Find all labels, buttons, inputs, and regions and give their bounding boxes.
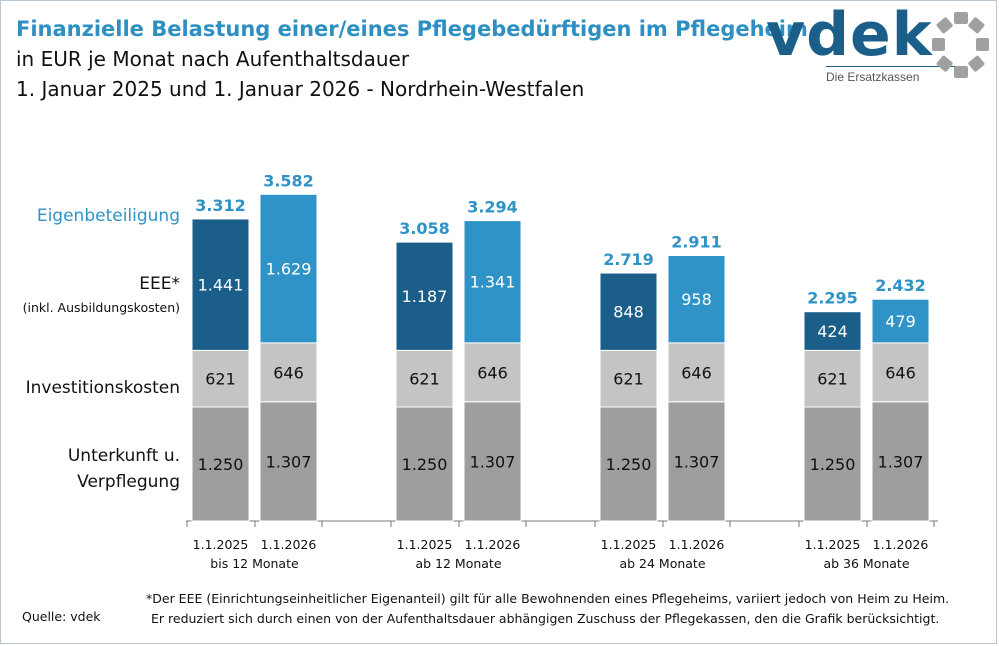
bar-value-label: 1.307 — [878, 452, 924, 471]
row-label-unterkunft-1: Unterkunft u. — [68, 446, 180, 466]
logo-underline — [826, 66, 956, 67]
footnote-line-1: *Der EEE (Einrichtungseinheitlicher Eige… — [146, 591, 950, 606]
footnote-line-2: Er reduziert sich durch einen von der Au… — [151, 611, 940, 626]
x-tick-date-label: 1.1.2025 — [805, 537, 861, 552]
x-tick-date-label: 1.1.2026 — [669, 537, 725, 552]
bar-segment-2-5 — [599, 349, 658, 408]
footnote: *Der EEE (Einrichtungseinheitlicher Eige… — [146, 589, 949, 629]
x-group-label: ab 12 Monate — [415, 556, 501, 571]
bar-segment-1-4 — [463, 401, 522, 522]
bar-value-label: 621 — [205, 370, 236, 389]
total-value-label: 2.432 — [875, 276, 926, 295]
bar-value-label: 1.250 — [402, 455, 448, 474]
bar-value-label: 1.441 — [198, 276, 244, 295]
bar-segment-1-6 — [667, 401, 726, 522]
bar-segment-3-6 — [667, 255, 726, 344]
logo-wordmark: vdek — [766, 0, 933, 70]
bar-segment-3-8 — [871, 298, 930, 344]
total-value-label: 2.911 — [671, 233, 722, 252]
total-value-label: 3.312 — [195, 196, 246, 215]
bar-segment-3-7 — [803, 311, 862, 351]
row-label-unterkunft-2: Verpflegung — [77, 472, 180, 492]
vdek-logo: vdek Die Ersatzkassen — [760, 0, 990, 90]
bar-value-label: 1.250 — [810, 455, 856, 474]
bar-segment-3-1 — [191, 218, 250, 351]
total-value-label: 3.294 — [467, 198, 518, 217]
bar-value-label: 1.187 — [402, 287, 448, 306]
bar-segment-3-5 — [599, 272, 658, 351]
bar-value-label: 646 — [477, 363, 508, 382]
bar-value-label: 1.307 — [674, 452, 720, 471]
bar-segment-3-3 — [395, 241, 454, 351]
bar-value-label: 1.341 — [470, 273, 516, 292]
bar-segment-1-7 — [803, 406, 862, 522]
x-group-label: ab 36 Monate — [823, 556, 909, 571]
x-group-label: ab 24 Monate — [619, 556, 705, 571]
bar-value-label: 479 — [885, 312, 916, 331]
x-tick-date-label: 1.1.2025 — [193, 537, 249, 552]
bar-segment-1-8 — [871, 401, 930, 522]
bar-value-label: 1.307 — [266, 452, 312, 471]
row-label-eigenbeteiligung: Eigenbeteiligung — [37, 206, 180, 226]
x-group-label: bis 12 Monate — [210, 556, 299, 571]
total-value-label: 2.295 — [807, 289, 858, 308]
total-value-label: 2.719 — [603, 250, 654, 269]
bar-segment-2-6 — [667, 342, 726, 403]
bar-value-label: 621 — [817, 370, 848, 389]
logo-ring-icon — [932, 12, 989, 78]
bar-segment-2-3 — [395, 349, 454, 408]
x-tick-date-label: 1.1.2026 — [261, 537, 317, 552]
bar-value-label: 621 — [613, 370, 644, 389]
x-tick-date-label: 1.1.2026 — [873, 537, 929, 552]
row-label-eee-sub: (inkl. Ausbildungskosten) — [23, 300, 180, 315]
chart-subtitle: in EUR je Monat nach Aufenthaltsdauer — [16, 47, 410, 71]
total-value-label: 3.582 — [263, 171, 314, 190]
bar-value-label: 1.250 — [606, 455, 652, 474]
bar-value-label: 1.250 — [198, 455, 244, 474]
bar-value-label: 646 — [681, 363, 712, 382]
bar-segment-1-5 — [599, 406, 658, 522]
x-tick-date-label: 1.1.2025 — [397, 537, 453, 552]
bar-value-label: 646 — [273, 363, 304, 382]
x-tick-date-label: 1.1.2025 — [601, 537, 657, 552]
bar-value-label: 424 — [817, 322, 848, 341]
bar-segment-1-3 — [395, 406, 454, 522]
logo-tagline: Die Ersatzkassen — [826, 70, 920, 84]
bar-value-label: 621 — [409, 370, 440, 389]
row-label-investitionskosten: Investitionskosten — [26, 378, 180, 398]
total-value-label: 3.058 — [399, 219, 450, 238]
bar-segment-3-4 — [463, 220, 522, 344]
source-label: Quelle: vdek — [22, 609, 101, 624]
chart-subtitle-date: 1. Januar 2025 und 1. Januar 2026 - Nord… — [16, 77, 585, 101]
bar-value-label: 646 — [885, 363, 916, 382]
bar-value-label: 1.307 — [470, 452, 516, 471]
bar-segment-2-2 — [259, 342, 318, 403]
bar-segment-2-8 — [871, 342, 930, 403]
bar-segment-3-2 — [259, 193, 318, 344]
bar-segment-2-4 — [463, 342, 522, 403]
bar-value-label: 958 — [681, 290, 712, 309]
bar-segment-1-2 — [259, 401, 318, 522]
bar-value-label: 1.629 — [266, 260, 312, 279]
chart-title: Finanzielle Belastung einer/eines Pflege… — [16, 17, 808, 41]
bar-value-label: 848 — [613, 303, 644, 322]
row-label-eee: EEE* — [139, 274, 180, 294]
x-tick-date-label: 1.1.2026 — [465, 537, 521, 552]
bar-segment-2-7 — [803, 349, 862, 408]
